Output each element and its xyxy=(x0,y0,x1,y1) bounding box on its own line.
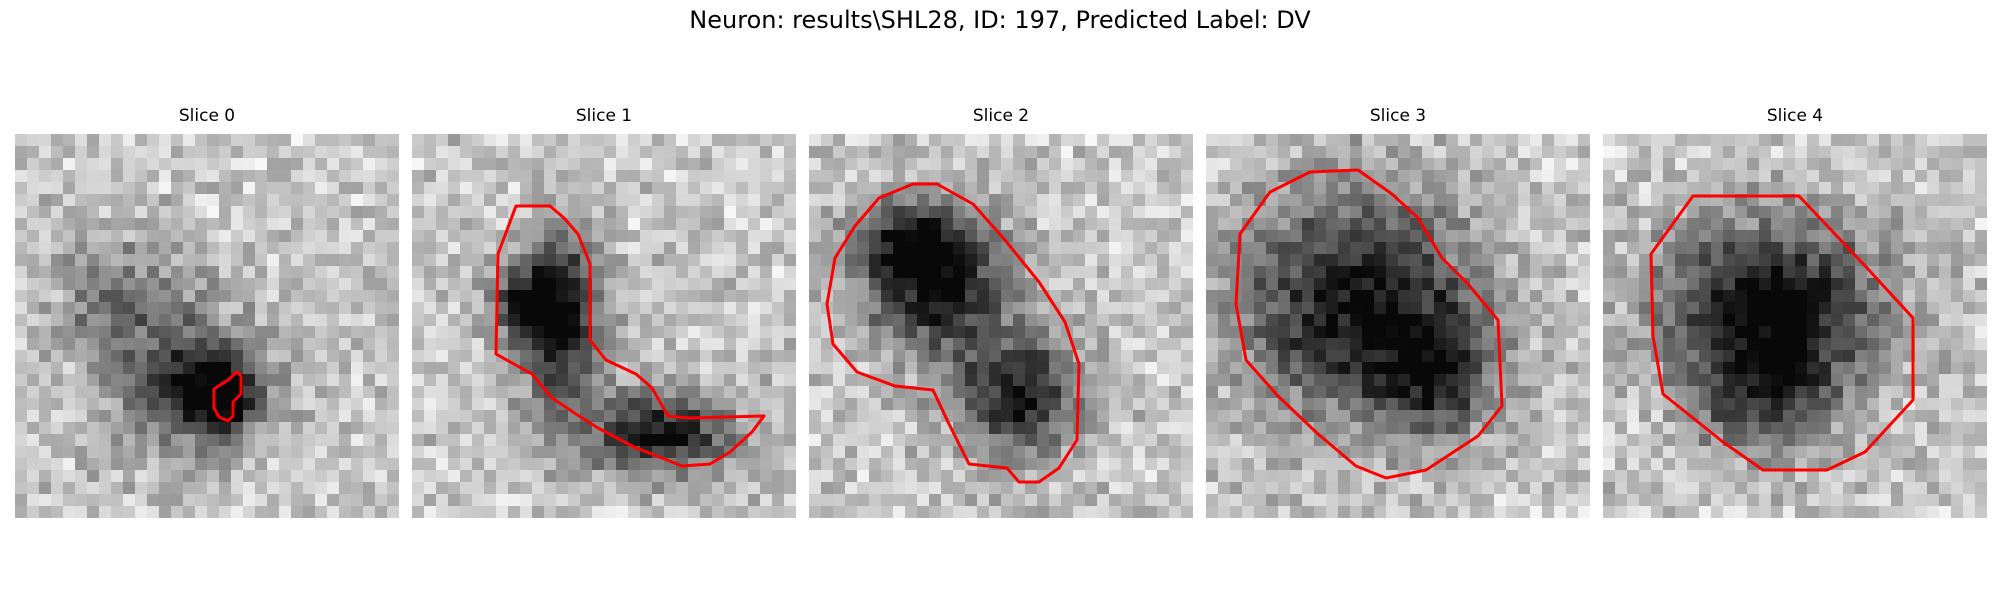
slice-image-4 xyxy=(1603,134,1987,518)
slice-panel-4: Slice 4 xyxy=(1603,106,1987,518)
slice-title-0: Slice 0 xyxy=(178,106,236,126)
slice-title-1: Slice 1 xyxy=(575,106,633,126)
figure-title: Neuron: results\SHL28, ID: 197, Predicte… xyxy=(689,6,1311,34)
slice-title-3: Slice 3 xyxy=(1369,106,1427,126)
slice-panel-1: Slice 1 xyxy=(412,106,796,518)
slice-image-0 xyxy=(15,134,399,518)
slice-image-2 xyxy=(809,134,1193,518)
roi-contour-3 xyxy=(1234,168,1504,480)
slice-title-2: Slice 2 xyxy=(972,106,1030,126)
slice-title-4: Slice 4 xyxy=(1766,106,1824,126)
slice-panel-0: Slice 0 xyxy=(15,106,399,518)
slice-panel-2: Slice 2 xyxy=(809,106,1193,518)
roi-contour-1 xyxy=(494,204,766,468)
roi-contour-0 xyxy=(212,370,243,423)
slice-panel-3: Slice 3 xyxy=(1206,106,1590,518)
roi-contour-2 xyxy=(825,182,1081,484)
roi-contour-4 xyxy=(1649,194,1915,472)
slice-image-3 xyxy=(1206,134,1590,518)
slice-image-1 xyxy=(412,134,796,518)
